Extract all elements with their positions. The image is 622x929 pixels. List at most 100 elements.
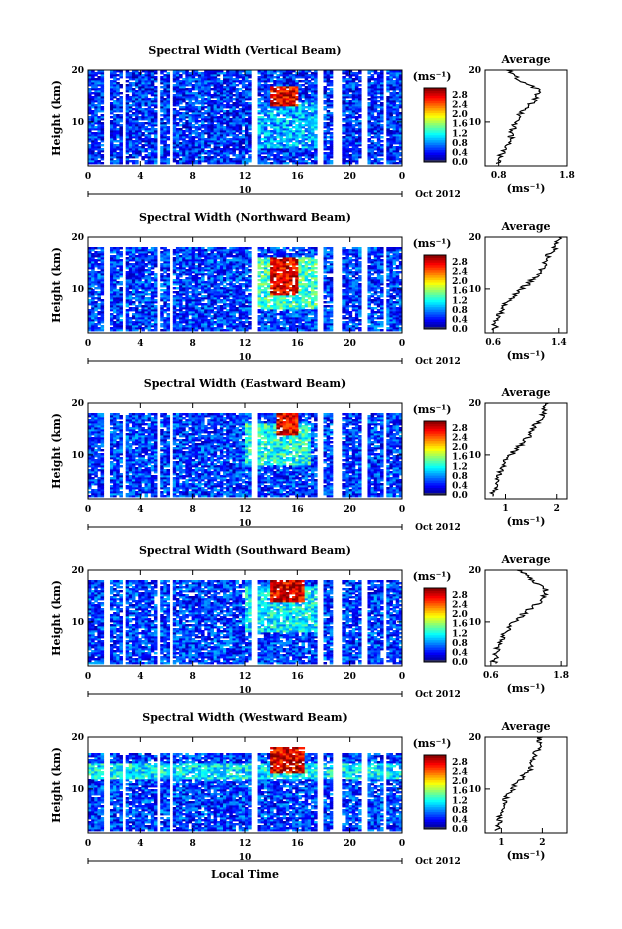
heatmap-cell — [192, 136, 196, 138]
heatmap-cell — [160, 114, 164, 116]
heatmap-cell — [88, 116, 92, 118]
heatmap-cell — [188, 291, 192, 293]
colorbar-segment — [424, 127, 446, 130]
heatmap-cell — [232, 102, 236, 104]
heatmap-cell — [116, 281, 120, 283]
heatmap-cell — [113, 247, 117, 249]
heatmap-cell — [129, 263, 133, 265]
colorbar-tick-label: 2.0 — [452, 110, 468, 120]
heatmap-cell — [377, 72, 381, 74]
heatmap-cell — [119, 247, 123, 249]
heatmap-cell — [295, 80, 299, 82]
heatmap-cell — [97, 88, 101, 90]
heatmap-cell — [148, 267, 152, 269]
avg-y-tick-label: 20 — [468, 66, 481, 76]
heatmap-cell — [129, 291, 133, 293]
heatmap-cell — [386, 138, 390, 140]
heatmap-cell — [151, 283, 155, 285]
colorbar-tick-label: 2.8 — [452, 91, 468, 101]
heatmap-cell — [210, 100, 214, 102]
heatmap-cell — [94, 271, 98, 273]
heatmap-cell — [188, 88, 192, 90]
heatmap-cell — [330, 112, 334, 114]
heatmap-cell — [204, 106, 208, 108]
heatmap-cell — [145, 275, 149, 277]
heatmap-cell — [349, 100, 353, 102]
heatmap-cell — [308, 112, 312, 114]
heatmap-cell — [179, 128, 183, 130]
heatmap-cell — [396, 104, 400, 106]
heatmap-cell — [97, 317, 101, 319]
heatmap-cell — [273, 144, 277, 146]
y-tick-label: 10 — [71, 118, 84, 128]
heatmap-cell — [113, 160, 117, 162]
heatmap-cell — [145, 134, 149, 136]
heatmap-cell — [352, 72, 356, 74]
heatmap-cell — [192, 92, 196, 94]
heatmap-cell — [141, 281, 145, 283]
heatmap-cell — [182, 122, 186, 124]
heatmap-cell — [273, 102, 277, 104]
panel-2: Spectral Width (Northward Beam)1020Heigh… — [50, 211, 567, 367]
heatmap-cell — [201, 130, 205, 132]
heatmap-cell — [367, 76, 371, 78]
heatmap-cell — [195, 78, 199, 80]
heatmap-cell — [261, 116, 265, 118]
heatmap-cell — [276, 118, 280, 120]
heatmap-cell — [204, 110, 208, 112]
heatmap-cell — [185, 269, 189, 271]
heatmap-cell — [330, 88, 334, 90]
heatmap-cell — [173, 287, 177, 289]
colorbar-segment — [424, 123, 446, 126]
heatmap-cell — [198, 124, 202, 126]
heatmap-cell — [248, 154, 252, 156]
heatmap-cell — [204, 124, 208, 126]
heatmap-cell — [176, 122, 180, 124]
heatmap-cell — [298, 80, 302, 82]
heatmap-cell — [258, 76, 262, 78]
heatmap-cell — [198, 106, 202, 108]
heatmap-cell — [223, 126, 227, 128]
heatmap-cell — [302, 130, 306, 132]
heatmap-cell — [349, 154, 353, 156]
heatmap-cell — [179, 80, 183, 82]
heatmap-cell — [145, 126, 149, 128]
heatmap-cell — [160, 305, 164, 307]
heatmap-cell — [308, 80, 312, 82]
heatmap-cell — [198, 277, 202, 279]
colorbar-segment — [424, 142, 446, 145]
heatmap-cell — [182, 130, 186, 132]
heatmap-cell — [97, 291, 101, 293]
heatmap-cell — [129, 114, 133, 116]
heatmap-cell — [210, 88, 214, 90]
heatmap-cell — [97, 247, 101, 249]
heatmap-cell — [393, 116, 397, 118]
heatmap-cell — [179, 255, 183, 257]
heatmap-cell — [286, 162, 290, 164]
heatmap-cell — [198, 307, 202, 309]
colorbar-segment — [424, 100, 446, 103]
heatmap-cell — [324, 86, 328, 88]
heatmap-cell — [396, 92, 400, 94]
heatmap-cell — [327, 92, 331, 94]
heatmap-cell — [113, 255, 117, 257]
heatmap-cell — [305, 128, 309, 130]
heatmap-cell — [94, 72, 98, 74]
heatmap-cell — [160, 283, 164, 285]
heatmap-cell — [380, 124, 384, 126]
heatmap-cell — [176, 247, 180, 249]
heatmap-cell — [261, 156, 265, 158]
heatmap-cell — [201, 72, 205, 74]
heatmap-cell — [239, 136, 243, 138]
heatmap-cell — [283, 144, 287, 146]
heatmap-cell — [160, 90, 164, 92]
heatmap-cell — [295, 104, 299, 106]
heatmap-cell — [352, 120, 356, 122]
heatmap-cell — [204, 116, 208, 118]
heatmap-cell — [173, 249, 177, 251]
heatmap-cell — [195, 265, 199, 267]
heatmap-cell — [151, 323, 155, 325]
heatmap-cell — [160, 247, 164, 249]
heatmap-cell — [305, 106, 309, 108]
x-tick-label: 20 — [343, 172, 356, 182]
